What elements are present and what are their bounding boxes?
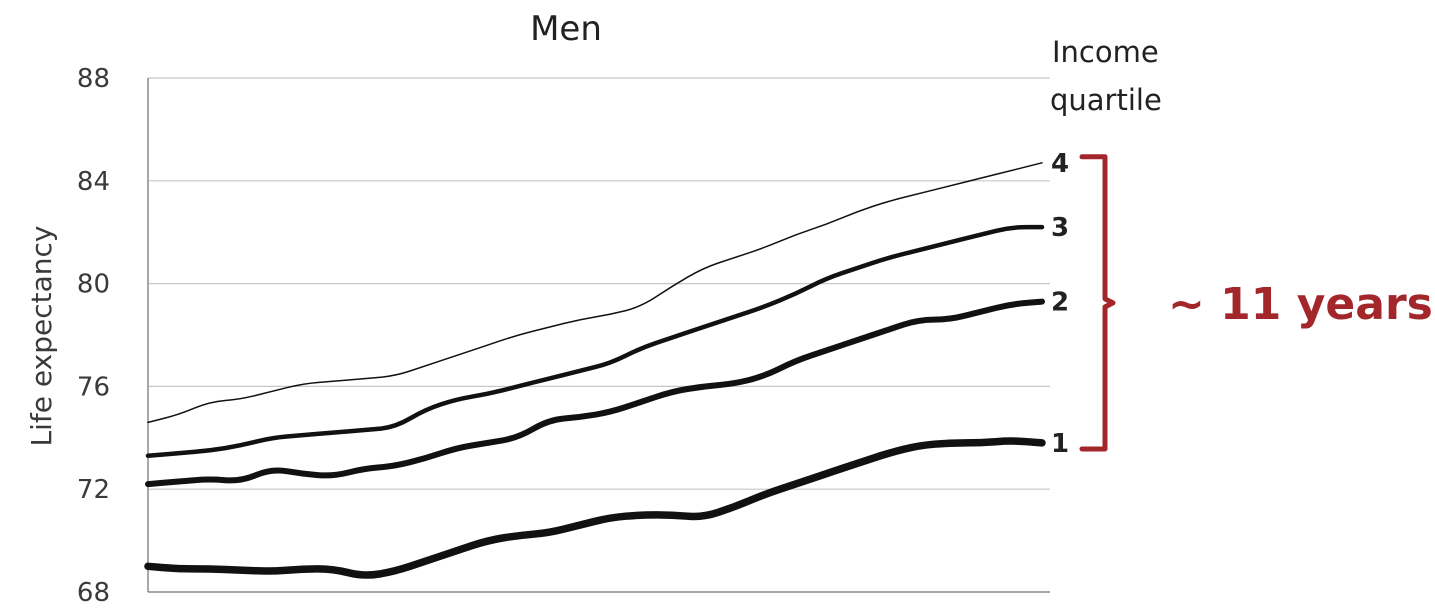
series-line-2: [145, 298, 1045, 488]
y-tick-label: 72: [77, 475, 110, 505]
legend: Income quartile: [1050, 35, 1162, 117]
series-line-4: [147, 162, 1043, 424]
chart-title: Men: [530, 9, 602, 49]
range-annotation-label: ~ 11 years: [1168, 279, 1433, 330]
y-tick-label: 76: [77, 372, 110, 402]
series-label-2: 2: [1051, 288, 1069, 318]
series-label-3: 3: [1051, 213, 1069, 243]
series-lines: [144, 162, 1046, 579]
y-tick-label: 68: [77, 578, 110, 608]
y-tick-label: 80: [77, 270, 110, 300]
legend-title-line-2: quartile: [1050, 83, 1162, 117]
series-labels: 4 3 2 1: [1051, 149, 1069, 459]
y-tick-label: 88: [77, 64, 110, 94]
range-bracket: [1079, 154, 1116, 452]
series-label-1: 1: [1051, 429, 1069, 459]
legend-title-line-1: Income: [1052, 35, 1159, 69]
y-tick-labels: 68 72 76 80 84 88: [77, 64, 110, 608]
y-tick-label: 84: [77, 167, 110, 197]
series-label-4: 4: [1051, 149, 1069, 179]
range-annotation: ~ 11 years: [1079, 154, 1433, 452]
y-axis-label: Life expectancy: [25, 226, 58, 447]
series-line-1: [144, 437, 1046, 579]
grid-lines: [148, 77, 1050, 490]
series-line-3: [145, 224, 1045, 459]
